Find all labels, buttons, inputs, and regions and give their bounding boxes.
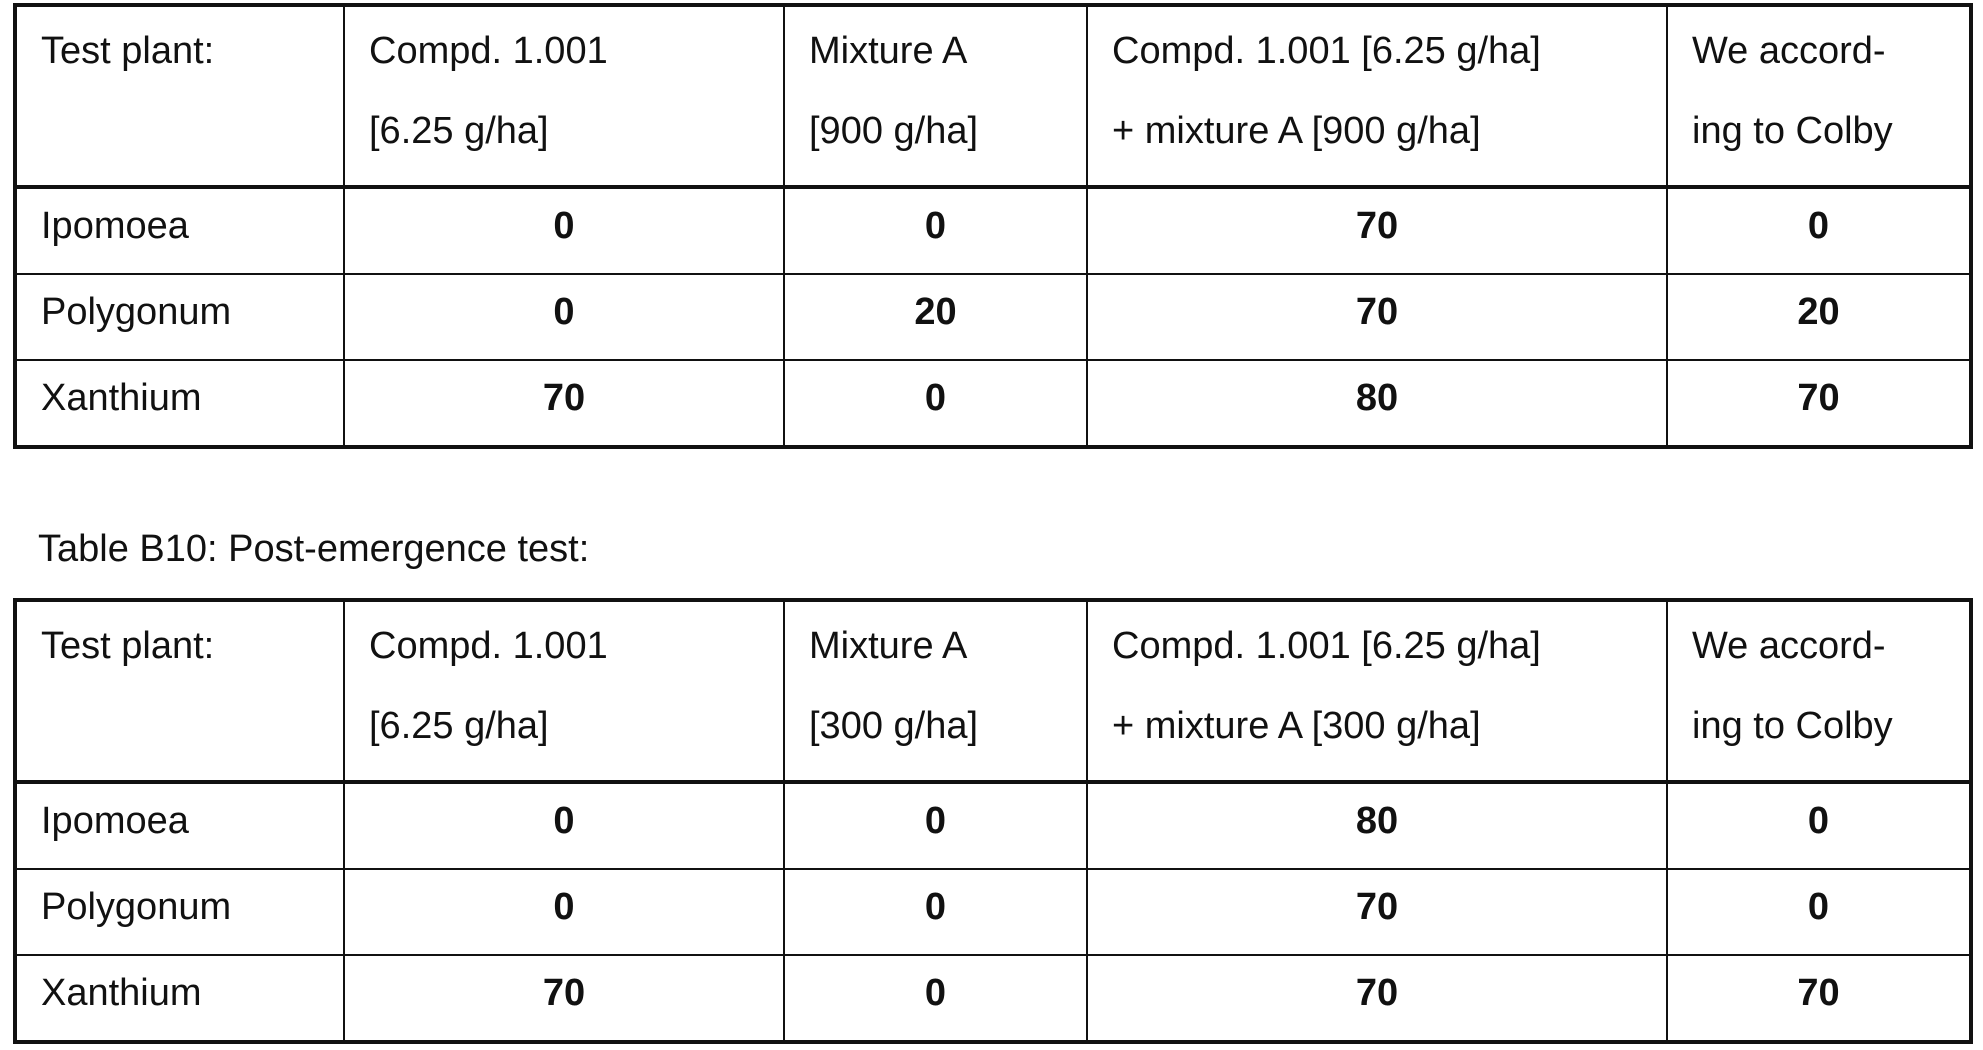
table-row: Xanthium7008070 xyxy=(15,360,1971,447)
table-row: Polygonum00700 xyxy=(15,869,1971,955)
table-row: Ipomoea00800 xyxy=(15,782,1971,869)
plant-name-cell: Ipomoea xyxy=(15,782,344,869)
value-cell: 70 xyxy=(344,360,784,447)
header-line: Compd. 1.001 [6.25 g/ha] xyxy=(1112,11,1666,91)
header-line: [300 g/ha] xyxy=(809,686,1086,766)
column-header: Compd. 1.001[6.25 g/ha] xyxy=(344,600,784,782)
header-line: We accord- xyxy=(1692,11,1969,91)
header-line: We accord- xyxy=(1692,606,1969,686)
value-cell: 0 xyxy=(1667,187,1971,274)
header-line xyxy=(41,91,343,171)
plant-name-cell: Xanthium xyxy=(15,360,344,447)
value-cell: 0 xyxy=(784,360,1087,447)
header-line: ing to Colby xyxy=(1692,686,1969,766)
plant-name-cell: Polygonum xyxy=(15,274,344,360)
value-cell: 0 xyxy=(344,274,784,360)
header-line: + mixture A [300 g/ha] xyxy=(1112,686,1666,766)
value-cell: 80 xyxy=(1087,782,1667,869)
header-line: Test plant: xyxy=(41,606,343,686)
column-header: We accord-ing to Colby xyxy=(1667,600,1971,782)
header-line: Compd. 1.001 [6.25 g/ha] xyxy=(1112,606,1666,686)
header-line: Test plant: xyxy=(41,11,343,91)
header-line: Compd. 1.001 xyxy=(369,606,783,686)
header-line: [900 g/ha] xyxy=(809,91,1086,171)
column-header: Test plant: xyxy=(15,600,344,782)
header-line: Compd. 1.001 xyxy=(369,11,783,91)
value-cell: 0 xyxy=(784,187,1087,274)
plant-name-cell: Polygonum xyxy=(15,869,344,955)
column-header: Mixture A[900 g/ha] xyxy=(784,5,1087,187)
value-cell: 80 xyxy=(1087,360,1667,447)
value-cell: 0 xyxy=(784,782,1087,869)
column-header: We accord-ing to Colby xyxy=(1667,5,1971,187)
column-header: Test plant: xyxy=(15,5,344,187)
value-cell: 0 xyxy=(784,955,1087,1042)
value-cell: 70 xyxy=(1667,360,1971,447)
header-row: Test plant: Compd. 1.001[6.25 g/ha]Mixtu… xyxy=(15,5,1971,187)
column-header: Compd. 1.001 [6.25 g/ha]+ mixture A [900… xyxy=(1087,5,1667,187)
value-cell: 0 xyxy=(1667,782,1971,869)
header-line xyxy=(41,686,343,766)
header-line: + mixture A [900 g/ha] xyxy=(1112,91,1666,171)
header-line: [6.25 g/ha] xyxy=(369,91,783,171)
column-header: Compd. 1.001 [6.25 g/ha]+ mixture A [300… xyxy=(1087,600,1667,782)
column-header: Mixture A[300 g/ha] xyxy=(784,600,1087,782)
value-cell: 0 xyxy=(344,782,784,869)
plant-name-cell: Xanthium xyxy=(15,955,344,1042)
value-cell: 70 xyxy=(344,955,784,1042)
header-line: [6.25 g/ha] xyxy=(369,686,783,766)
header-row: Test plant: Compd. 1.001[6.25 g/ha]Mixtu… xyxy=(15,600,1971,782)
plant-name-cell: Ipomoea xyxy=(15,187,344,274)
value-cell: 70 xyxy=(1087,869,1667,955)
value-cell: 0 xyxy=(1667,869,1971,955)
header-line: Mixture A xyxy=(809,11,1086,91)
column-header: Compd. 1.001[6.25 g/ha] xyxy=(344,5,784,187)
header-line: ing to Colby xyxy=(1692,91,1969,171)
table-row: Ipomoea00700 xyxy=(15,187,1971,274)
value-cell: 70 xyxy=(1087,274,1667,360)
header-line: Mixture A xyxy=(809,606,1086,686)
table-row: Polygonum0207020 xyxy=(15,274,1971,360)
value-cell: 70 xyxy=(1087,955,1667,1042)
table-caption: Table B10: Post-emergence test: xyxy=(38,528,589,571)
value-cell: 20 xyxy=(1667,274,1971,360)
value-cell: 0 xyxy=(344,187,784,274)
value-cell: 0 xyxy=(784,869,1087,955)
value-cell: 0 xyxy=(344,869,784,955)
value-cell: 20 xyxy=(784,274,1087,360)
table-row: Xanthium7007070 xyxy=(15,955,1971,1042)
results-table-1: Test plant: Compd. 1.001[6.25 g/ha]Mixtu… xyxy=(13,3,1973,449)
results-table-2: Test plant: Compd. 1.001[6.25 g/ha]Mixtu… xyxy=(13,598,1973,1044)
value-cell: 70 xyxy=(1087,187,1667,274)
value-cell: 70 xyxy=(1667,955,1971,1042)
